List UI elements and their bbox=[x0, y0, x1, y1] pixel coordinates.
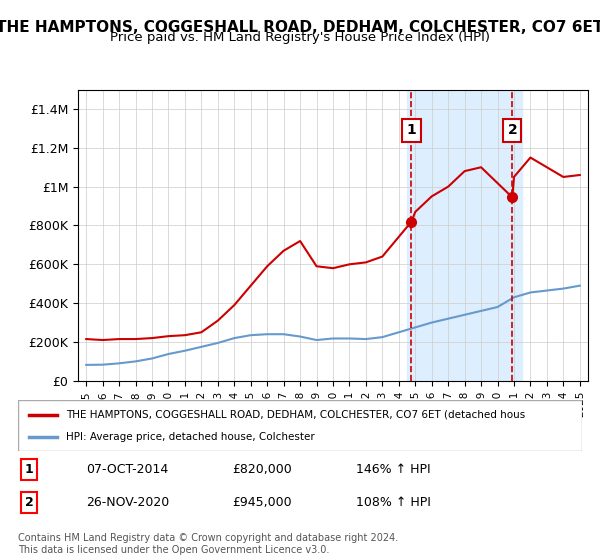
Text: £820,000: £820,000 bbox=[232, 463, 292, 476]
FancyBboxPatch shape bbox=[18, 400, 582, 451]
Text: 108% ↑ HPI: 108% ↑ HPI bbox=[356, 496, 431, 509]
Text: 1: 1 bbox=[25, 463, 34, 476]
Text: 1: 1 bbox=[407, 123, 416, 137]
Text: 2: 2 bbox=[25, 496, 34, 509]
Text: HPI: Average price, detached house, Colchester: HPI: Average price, detached house, Colc… bbox=[66, 432, 314, 442]
Text: Contains HM Land Registry data © Crown copyright and database right 2024.
This d: Contains HM Land Registry data © Crown c… bbox=[18, 533, 398, 555]
Text: £945,000: £945,000 bbox=[232, 496, 292, 509]
Text: THE HAMPTONS, COGGESHALL ROAD, DEDHAM, COLCHESTER, CO7 6ET (detached hous: THE HAMPTONS, COGGESHALL ROAD, DEDHAM, C… bbox=[66, 409, 525, 419]
Text: THE HAMPTONS, COGGESHALL ROAD, DEDHAM, COLCHESTER, CO7 6ET: THE HAMPTONS, COGGESHALL ROAD, DEDHAM, C… bbox=[0, 20, 600, 35]
Bar bbox=[407, 90, 522, 381]
Text: 07-OCT-2014: 07-OCT-2014 bbox=[86, 463, 168, 476]
Text: 26-NOV-2020: 26-NOV-2020 bbox=[86, 496, 169, 509]
Text: 2: 2 bbox=[508, 123, 517, 137]
Text: Price paid vs. HM Land Registry's House Price Index (HPI): Price paid vs. HM Land Registry's House … bbox=[110, 31, 490, 44]
Text: 146% ↑ HPI: 146% ↑ HPI bbox=[356, 463, 431, 476]
